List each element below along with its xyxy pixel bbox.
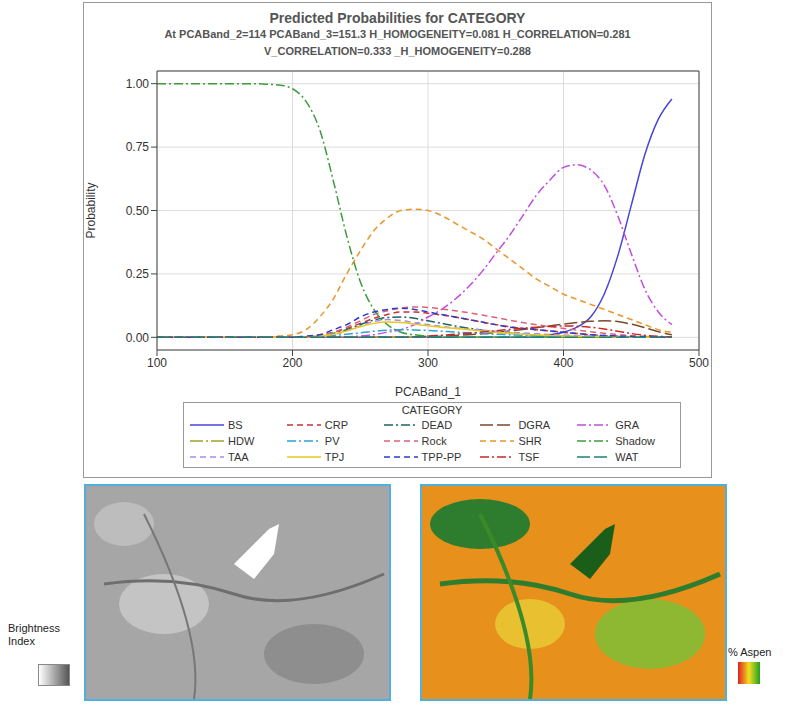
html-text:CATEGORY: CATEGORY xyxy=(401,404,463,416)
svg-text:200: 200 xyxy=(282,356,302,370)
html-text:TPJ: TPJ xyxy=(324,451,345,463)
html-text:Shadow: Shadow xyxy=(615,435,655,447)
svg-text:300: 300 xyxy=(418,356,438,370)
html-text:% Aspen: % Aspen xyxy=(728,646,772,658)
html-text:HDW: HDW xyxy=(228,435,255,447)
svg-text:500: 500 xyxy=(689,356,709,370)
html-text:Rock: Rock xyxy=(421,435,447,447)
svg-text:0.75: 0.75 xyxy=(126,140,150,154)
svg-text:0.25: 0.25 xyxy=(126,267,150,281)
html-text:TSF: TSF xyxy=(518,451,540,463)
html-text:DGRA: DGRA xyxy=(518,419,551,431)
svg-text:400: 400 xyxy=(553,356,573,370)
html-text:Brightness Index: Brightness Index xyxy=(8,622,60,647)
html-text:CRP: CRP xyxy=(324,419,348,431)
html-text:GRA: GRA xyxy=(615,419,639,431)
html-text:Predicted Probabilities for CA: Predicted Probabilities for CATEGORY xyxy=(269,10,526,26)
svg-text:0.50: 0.50 xyxy=(126,204,150,218)
html-text:BS: BS xyxy=(228,419,243,431)
html-text:SHR: SHR xyxy=(518,435,542,447)
svg-text:Probability: Probability xyxy=(84,182,98,238)
svg-text:PCABand_1: PCABand_1 xyxy=(395,385,461,399)
html-text:PV: PV xyxy=(324,435,340,447)
html-text:At PCABand_2=114 PCABand_3=151: At PCABand_2=114 PCABand_3=151.3 H_HOMOG… xyxy=(164,28,631,40)
html-text:TPP-PP: TPP-PP xyxy=(421,451,462,463)
html-text:WAT: WAT xyxy=(615,451,639,463)
svg-text:100: 100 xyxy=(147,356,167,370)
html-text:V_CORRELATION=0.333 _H_HOMOGEN: V_CORRELATION=0.333 _H_HOMOGENEITY=0.288 xyxy=(264,45,531,57)
svg-text:1.00: 1.00 xyxy=(126,77,150,91)
svg-text:0.00: 0.00 xyxy=(126,331,150,345)
html-text:DEAD: DEAD xyxy=(421,419,453,431)
html-text:TAA: TAA xyxy=(228,451,249,463)
